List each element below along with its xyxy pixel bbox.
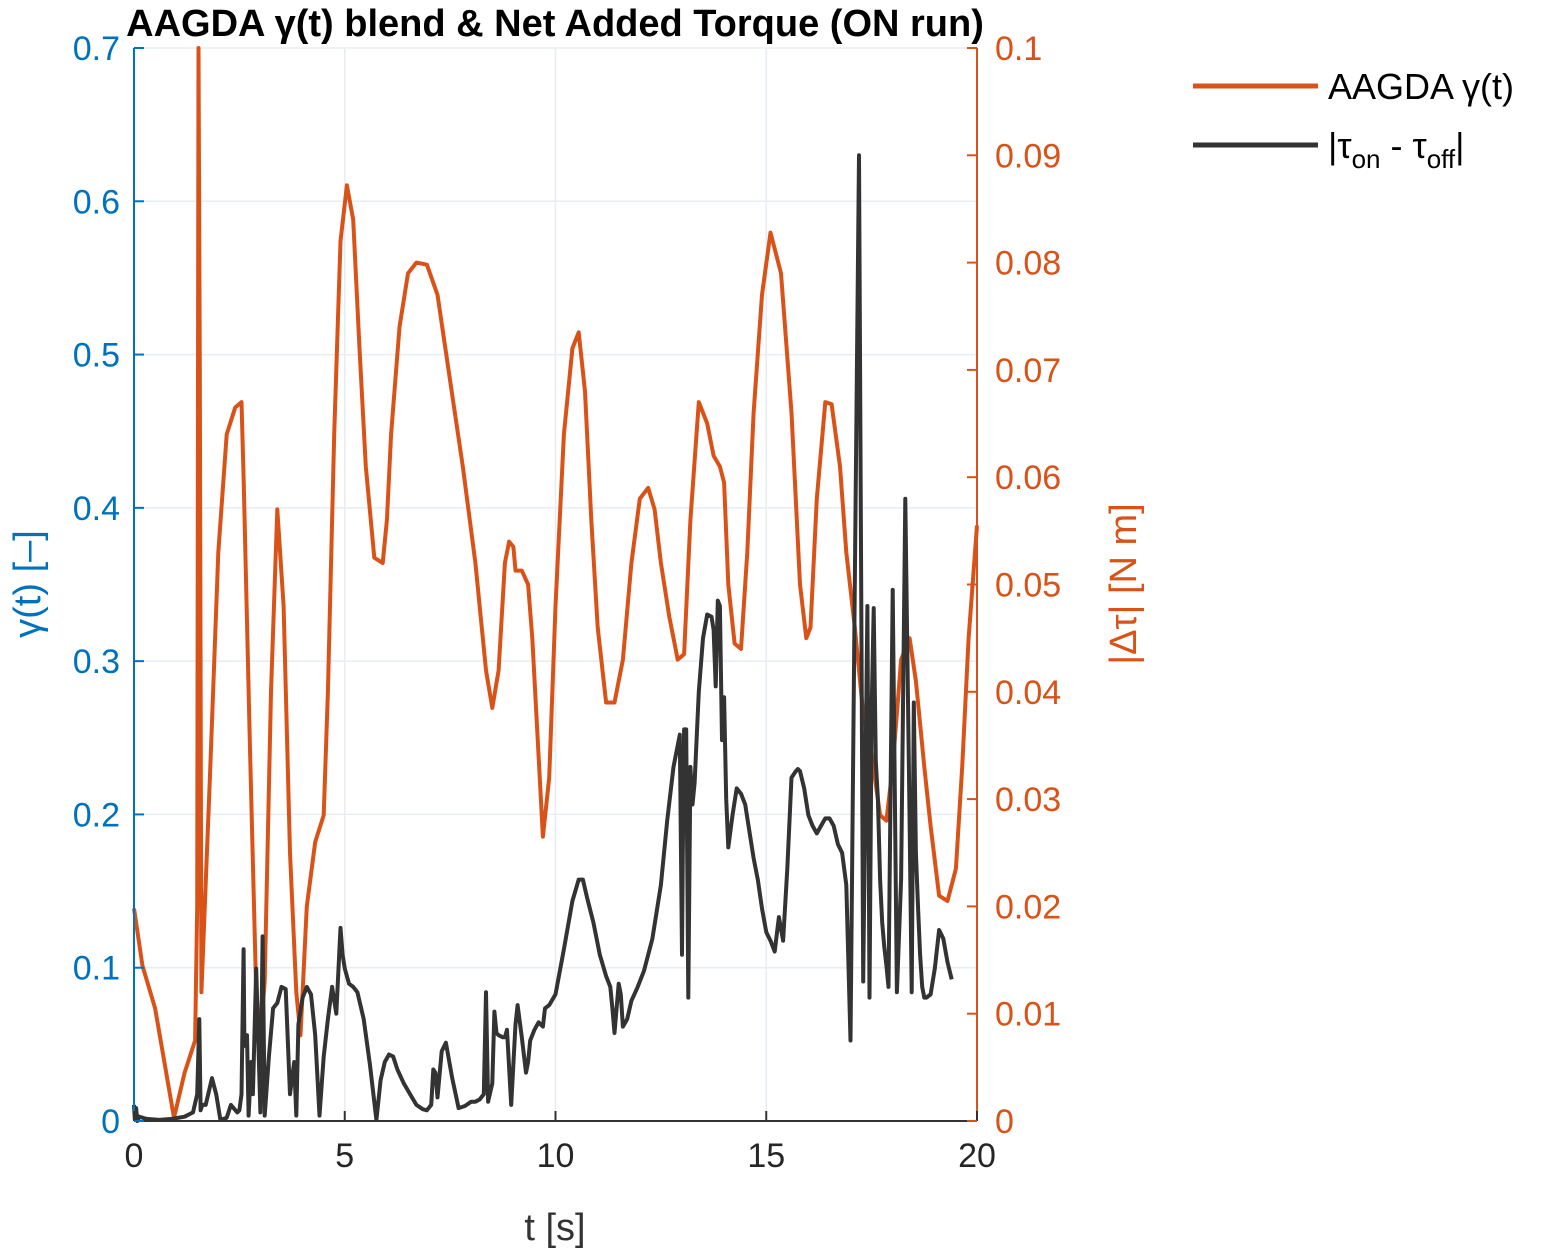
x-axis-label: t [s] — [524, 1207, 585, 1249]
x-tick-label-3: 15 — [747, 1137, 785, 1175]
axes-layer: 0 5 10 15 2000.10.20.30.40.50.60.700.010.020… — [73, 30, 1061, 1175]
x-tick-label-1: 5 — [335, 1137, 354, 1175]
legend-label-gamma: AAGDA γ(t) — [1328, 66, 1514, 107]
legend-label-torque: |τon - τoff| — [1328, 125, 1465, 174]
left-axis-label: γ(t) [–] — [7, 530, 49, 638]
left-tick-label-2: 0.2 — [73, 796, 120, 834]
legend: AAGDA γ(t) |τon - τoff| — [1193, 66, 1514, 174]
right-tick-label-4: 0.04 — [995, 674, 1061, 712]
left-tick-label-7: 0.7 — [73, 30, 120, 68]
series-line-1 — [132, 153, 954, 1123]
right-axis-label: |Δτ| [N m] — [1103, 503, 1145, 664]
right-tick-label-8: 0.08 — [995, 245, 1061, 283]
left-tick-label-0: 0 — [101, 1103, 120, 1141]
right-tick-label-6: 0.06 — [995, 459, 1061, 497]
right-tick-label-7: 0.07 — [995, 352, 1061, 390]
left-tick-label-1: 0.1 — [73, 950, 120, 988]
x-tick-label-2: 10 — [537, 1137, 575, 1175]
right-tick-label-10: 0.1 — [995, 30, 1042, 68]
x-tick-label-0: 0 — [125, 1137, 144, 1175]
left-tick-label-4: 0.4 — [73, 490, 120, 528]
left-tick-label-3: 0.3 — [73, 643, 120, 681]
right-tick-label-0: 0 — [995, 1103, 1014, 1141]
chart-title: AAGDA γ(t) blend & Net Added Torque (ON … — [126, 3, 984, 45]
right-tick-label-5: 0.05 — [995, 567, 1061, 605]
right-tick-label-3: 0.03 — [995, 781, 1061, 819]
right-tick-label-1: 0.01 — [995, 996, 1061, 1034]
right-tick-label-9: 0.09 — [995, 137, 1061, 175]
left-tick-label-6: 0.6 — [73, 183, 120, 221]
x-tick-label-4: 20 — [958, 1137, 996, 1175]
series-layer — [132, 46, 979, 1123]
right-tick-label-2: 0.02 — [995, 888, 1061, 926]
left-tick-label-5: 0.5 — [73, 337, 120, 375]
